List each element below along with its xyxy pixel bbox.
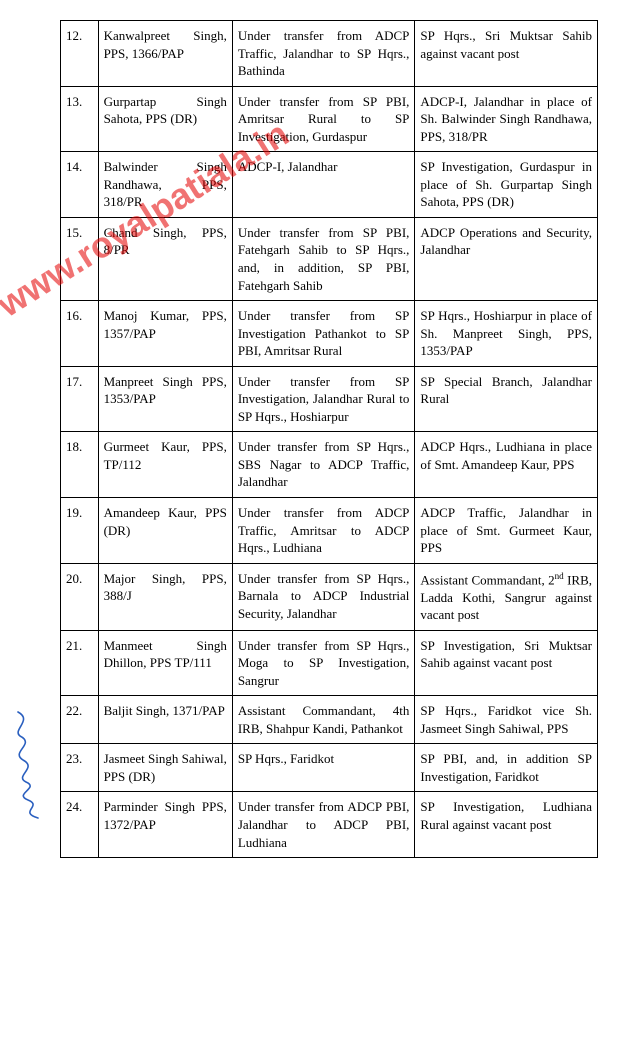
officer-name-cell: Chand Singh, PPS, 8/PR xyxy=(98,217,232,300)
to-post-cell: SP Investigation, Gurdaspur in place of … xyxy=(415,152,598,218)
from-post-cell: Under transfer from SP Hqrs., Barnala to… xyxy=(232,563,415,630)
officer-name-cell: Gurpartap Singh Sahota, PPS (DR) xyxy=(98,86,232,152)
officer-name-cell: Manoj Kumar, PPS, 1357/PAP xyxy=(98,301,232,367)
to-post-cell: SP Special Branch, Jalandhar Rural xyxy=(415,366,598,432)
officer-name-cell: Major Singh, PPS, 388/J xyxy=(98,563,232,630)
from-post-cell: Under transfer from SP PBI, Amritsar Rur… xyxy=(232,86,415,152)
from-post-cell: Under transfer from SP Hqrs., SBS Nagar … xyxy=(232,432,415,498)
table-row: 21.Manmeet Singh Dhillon, PPS TP/111Unde… xyxy=(61,630,598,696)
to-post-cell: SP Investigation, Ludhiana Rural against… xyxy=(415,792,598,858)
serial-number-cell: 23. xyxy=(61,744,99,792)
officer-name-cell: Baljit Singh, 1371/PAP xyxy=(98,696,232,744)
officer-name-cell: Jasmeet Singh Sahiwal, PPS (DR) xyxy=(98,744,232,792)
document-page: www.royalpatiala.in 12.Kanwalpreet Singh… xyxy=(0,0,638,1050)
table-row: 15.Chand Singh, PPS, 8/PRUnder transfer … xyxy=(61,217,598,300)
officer-name-cell: Kanwalpreet Singh, PPS, 1366/PAP xyxy=(98,21,232,87)
officer-name-cell: Manpreet Singh PPS, 1353/PAP xyxy=(98,366,232,432)
serial-number-cell: 14. xyxy=(61,152,99,218)
to-post-cell: ADCP Traffic, Jalandhar in place of Smt.… xyxy=(415,498,598,564)
table-row: 23.Jasmeet Singh Sahiwal, PPS (DR)SP Hqr… xyxy=(61,744,598,792)
from-post-cell: Under transfer from ADCP Traffic, Amrits… xyxy=(232,498,415,564)
to-post-cell: SP Investigation, Sri Muktsar Sahib agai… xyxy=(415,630,598,696)
serial-number-cell: 15. xyxy=(61,217,99,300)
to-post-cell: ADCP-I, Jalandhar in place of Sh. Balwin… xyxy=(415,86,598,152)
table-row: 24.Parminder Singh PPS, 1372/PAPUnder tr… xyxy=(61,792,598,858)
serial-number-cell: 13. xyxy=(61,86,99,152)
table-row: 14.Balwinder Singh Randhawa, PPS, 318/PR… xyxy=(61,152,598,218)
officer-name-cell: Manmeet Singh Dhillon, PPS TP/111 xyxy=(98,630,232,696)
from-post-cell: Under transfer from SP Investigation Pat… xyxy=(232,301,415,367)
from-post-cell: Under transfer from ADCP PBI, Jalandhar … xyxy=(232,792,415,858)
to-post-cell: SP PBI, and, in addition SP Investigatio… xyxy=(415,744,598,792)
from-post-cell: Under transfer from SP PBI, Fatehgarh Sa… xyxy=(232,217,415,300)
table-row: 16.Manoj Kumar, PPS, 1357/PAPUnder trans… xyxy=(61,301,598,367)
serial-number-cell: 17. xyxy=(61,366,99,432)
to-post-cell: SP Hqrs., Faridkot vice Sh. Jasmeet Sing… xyxy=(415,696,598,744)
officer-name-cell: Parminder Singh PPS, 1372/PAP xyxy=(98,792,232,858)
table-row: 18.Gurmeet Kaur, PPS, TP/112Under transf… xyxy=(61,432,598,498)
serial-number-cell: 20. xyxy=(61,563,99,630)
to-post-cell: ADCP Operations and Security, Jalandhar xyxy=(415,217,598,300)
from-post-cell: SP Hqrs., Faridkot xyxy=(232,744,415,792)
officer-name-cell: Amandeep Kaur, PPS (DR) xyxy=(98,498,232,564)
signature-mark xyxy=(8,710,53,820)
from-post-cell: Under transfer from ADCP Traffic, Jaland… xyxy=(232,21,415,87)
to-post-cell: ADCP Hqrs., Ludhiana in place of Smt. Am… xyxy=(415,432,598,498)
to-post-cell: SP Hqrs., Hoshiarpur in place of Sh. Man… xyxy=(415,301,598,367)
from-post-cell: Under transfer from SP Investigation, Ja… xyxy=(232,366,415,432)
officer-name-cell: Balwinder Singh Randhawa, PPS, 318/PR xyxy=(98,152,232,218)
officer-name-cell: Gurmeet Kaur, PPS, TP/112 xyxy=(98,432,232,498)
table-row: 19.Amandeep Kaur, PPS (DR)Under transfer… xyxy=(61,498,598,564)
table-row: 20.Major Singh, PPS, 388/JUnder transfer… xyxy=(61,563,598,630)
serial-number-cell: 12. xyxy=(61,21,99,87)
to-post-cell: SP Hqrs., Sri Muktsar Sahib against vaca… xyxy=(415,21,598,87)
from-post-cell: Under transfer from SP Hqrs., Moga to SP… xyxy=(232,630,415,696)
table-row: 17.Manpreet Singh PPS, 1353/PAPUnder tra… xyxy=(61,366,598,432)
table-row: 22.Baljit Singh, 1371/PAPAssistant Comma… xyxy=(61,696,598,744)
serial-number-cell: 16. xyxy=(61,301,99,367)
to-post-cell: Assistant Commandant, 2nd IRB, Ladda Kot… xyxy=(415,563,598,630)
table-row: 13.Gurpartap Singh Sahota, PPS (DR)Under… xyxy=(61,86,598,152)
from-post-cell: ADCP-I, Jalandhar xyxy=(232,152,415,218)
serial-number-cell: 19. xyxy=(61,498,99,564)
serial-number-cell: 21. xyxy=(61,630,99,696)
from-post-cell: Assistant Commandant, 4th IRB, Shahpur K… xyxy=(232,696,415,744)
table-row: 12.Kanwalpreet Singh, PPS, 1366/PAPUnder… xyxy=(61,21,598,87)
serial-number-cell: 24. xyxy=(61,792,99,858)
serial-number-cell: 22. xyxy=(61,696,99,744)
serial-number-cell: 18. xyxy=(61,432,99,498)
transfer-table: 12.Kanwalpreet Singh, PPS, 1366/PAPUnder… xyxy=(60,20,598,858)
